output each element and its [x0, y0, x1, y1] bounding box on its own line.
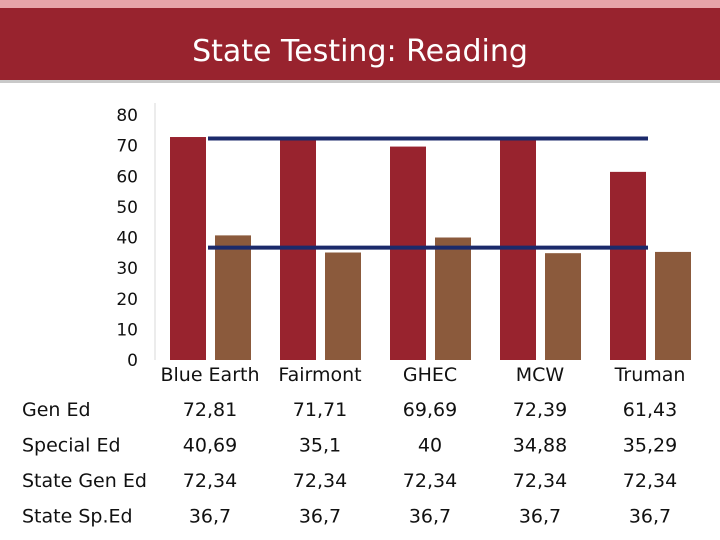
bar-gen-ed-fairmont [280, 140, 316, 360]
table-cell-gen-ed-truman: 61,43 [623, 399, 677, 421]
slide-title: State Testing: Reading [192, 34, 528, 69]
category-label-blue-earth: Blue Earth [160, 364, 259, 386]
y-tick-label-0: 0 [127, 351, 138, 371]
table-cell-state-gen-ed-mcw: 72,34 [513, 470, 567, 492]
bar-gen-ed-blue-earth [170, 137, 206, 360]
y-tick-label-40: 40 [116, 229, 138, 249]
table-cell-state-sp-ed-mcw: 36,7 [519, 506, 561, 528]
table-cell-state-sp-ed-fairmont: 36,7 [299, 506, 341, 528]
bar-special-ed-mcw [545, 253, 581, 360]
table-row-label-state-sp-ed: State Sp.Ed [22, 506, 133, 528]
y-tick-label-70: 70 [116, 137, 138, 157]
table-cell-gen-ed-fairmont: 71,71 [293, 399, 347, 421]
table-cell-state-gen-ed-blue-earth: 72,34 [183, 470, 237, 492]
table-cell-gen-ed-ghec: 69,69 [403, 399, 457, 421]
bar-special-ed-fairmont [325, 252, 361, 360]
table-row-label-state-gen-ed: State Gen Ed [22, 470, 147, 492]
table-cell-special-ed-ghec: 40 [418, 435, 442, 457]
table-cell-state-gen-ed-fairmont: 72,34 [293, 470, 347, 492]
header-accent-strip [0, 0, 720, 8]
table-cell-special-ed-mcw: 34,88 [513, 435, 567, 457]
category-label-ghec: GHEC [403, 364, 457, 386]
bar-gen-ed-ghec [390, 146, 426, 360]
table-cell-state-sp-ed-ghec: 36,7 [409, 506, 451, 528]
table-row-label-special-ed: Special Ed [22, 435, 121, 457]
y-tick-label-10: 10 [116, 320, 138, 340]
y-tick-label-80: 80 [116, 106, 138, 126]
table-row-label-gen-ed: Gen Ed [22, 399, 91, 421]
table-cell-state-sp-ed-truman: 36,7 [629, 506, 671, 528]
table-cell-state-gen-ed-truman: 72,34 [623, 470, 677, 492]
table-cell-special-ed-fairmont: 35,1 [299, 435, 341, 457]
y-tick-label-30: 30 [116, 259, 138, 279]
table-cell-special-ed-truman: 35,29 [623, 435, 677, 457]
bar-gen-ed-truman [610, 171, 646, 360]
bar-special-ed-blue-earth [215, 235, 251, 360]
bar-special-ed-ghec [435, 237, 471, 360]
table-cell-state-sp-ed-blue-earth: 36,7 [189, 506, 231, 528]
category-label-mcw: MCW [516, 364, 565, 386]
y-tick-label-50: 50 [116, 198, 138, 218]
table-cell-special-ed-blue-earth: 40,69 [183, 435, 237, 457]
table-cell-gen-ed-mcw: 72,39 [513, 399, 567, 421]
category-label-fairmont: Fairmont [278, 364, 361, 386]
table-cell-gen-ed-blue-earth: 72,81 [183, 399, 237, 421]
y-tick-label-60: 60 [116, 167, 138, 187]
bar-special-ed-truman [655, 251, 691, 360]
header-band: State Testing: Reading [0, 8, 720, 83]
category-label-truman: Truman [614, 364, 686, 386]
y-tick-label-20: 20 [116, 290, 138, 310]
table-cell-state-gen-ed-ghec: 72,34 [403, 470, 457, 492]
